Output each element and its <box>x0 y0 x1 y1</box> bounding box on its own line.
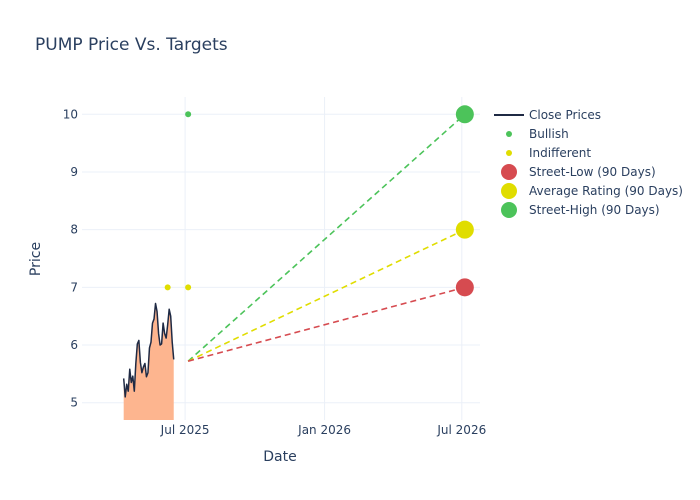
x-tick-label: Jul 2025 <box>160 423 210 437</box>
legend-item-bullish[interactable]: Bullish <box>506 127 569 141</box>
markers-layer <box>164 105 474 297</box>
legend-label: Average Rating (90 Days) <box>529 184 683 198</box>
close-price-layer <box>122 302 175 398</box>
legend-item-close-prices[interactable]: Close Prices <box>494 108 601 122</box>
legend[interactable]: Close Prices Bullish Indifferent Street-Low… <box>494 108 683 218</box>
chart-title: PUMP Price Vs. Targets <box>35 35 228 55</box>
x-axis-title: Date <box>263 449 296 465</box>
legend-label: Close Prices <box>529 108 601 122</box>
target-lines-layer <box>187 113 466 362</box>
y-tick-label: 9 <box>70 165 78 179</box>
close-price-line <box>122 302 175 398</box>
y-tick-label: 8 <box>70 223 78 237</box>
legend-swatch-dot <box>506 150 512 156</box>
legend-swatch-dot <box>506 131 512 137</box>
legend-item-street-low[interactable]: Street-Low (90 Days) <box>501 164 656 180</box>
average-rating-target-line <box>187 228 466 362</box>
indifferent-rating-marker <box>185 284 192 291</box>
x-tick-label: Jan 2026 <box>297 423 351 437</box>
indifferent-rating-marker <box>164 284 171 291</box>
grid-lines <box>82 97 480 420</box>
y-tick-label: 10 <box>63 107 78 121</box>
y-axis-title: Price <box>28 242 44 276</box>
street-high-target-line <box>187 113 466 362</box>
legend-swatch-marker <box>501 183 517 199</box>
y-axis-ticks: 5 6 7 8 9 10 <box>63 107 78 409</box>
legend-item-average-rating[interactable]: Average Rating (90 Days) <box>501 183 683 199</box>
legend-label: Indifferent <box>529 146 591 160</box>
legend-swatch-marker <box>501 164 517 180</box>
bullish-rating-marker <box>185 111 192 118</box>
legend-label: Street-Low (90 Days) <box>529 165 656 179</box>
y-tick-label: 7 <box>70 280 78 294</box>
x-axis-ticks: Jul 2025 Jan 2026 Jul 2026 <box>160 423 487 437</box>
y-tick-label: 6 <box>70 338 78 352</box>
street-high-target-marker <box>455 105 474 124</box>
legend-item-indifferent[interactable]: Indifferent <box>506 146 591 160</box>
average-rating-target-marker <box>455 220 474 239</box>
legend-swatch-marker <box>501 202 517 218</box>
street-low-target-marker <box>455 278 474 297</box>
x-tick-label: Jul 2026 <box>436 423 486 437</box>
y-tick-label: 5 <box>70 396 78 410</box>
legend-item-street-high[interactable]: Street-High (90 Days) <box>501 202 660 218</box>
street-low-target-line <box>187 286 466 362</box>
legend-label: Street-High (90 Days) <box>529 203 660 217</box>
legend-label: Bullish <box>529 127 569 141</box>
